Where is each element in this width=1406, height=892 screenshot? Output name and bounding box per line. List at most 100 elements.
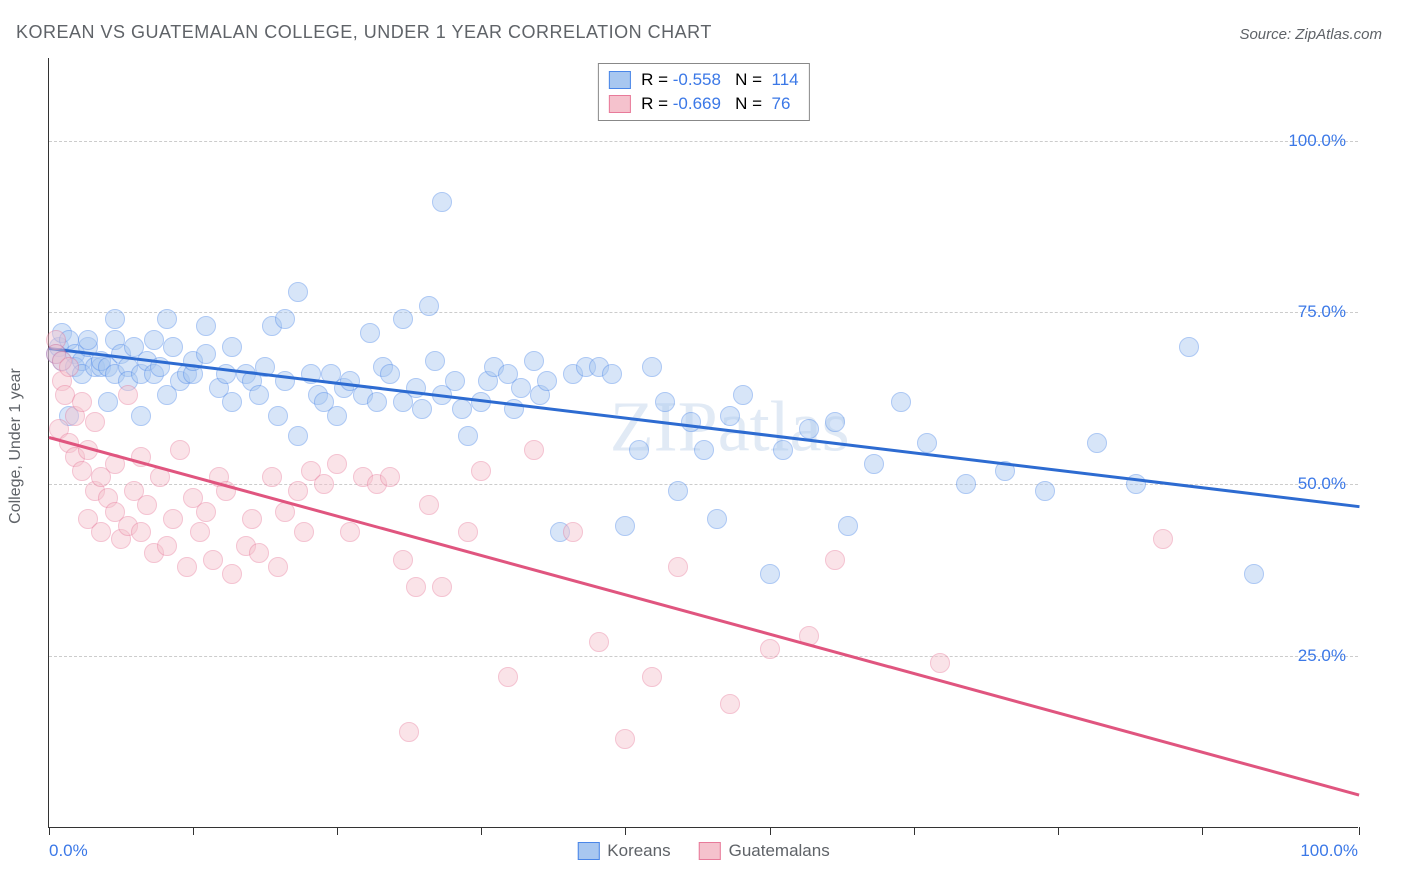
- scatter-point: [98, 392, 118, 412]
- scatter-point: [190, 522, 210, 542]
- scatter-point: [524, 440, 544, 460]
- scatter-point: [681, 412, 701, 432]
- y-axis-label: College, Under 1 year: [7, 368, 25, 524]
- scatter-point: [917, 433, 937, 453]
- gridline: [49, 656, 1358, 657]
- scatter-point: [249, 385, 269, 405]
- legend-swatch: [608, 71, 630, 89]
- xtick: [49, 827, 50, 835]
- scatter-point: [157, 536, 177, 556]
- scatter-point: [380, 467, 400, 487]
- scatter-point: [72, 461, 92, 481]
- scatter-point: [327, 454, 347, 474]
- scatter-point: [432, 577, 452, 597]
- scatter-point: [432, 192, 452, 212]
- scatter-point: [452, 399, 472, 419]
- scatter-point: [864, 454, 884, 474]
- xtick: [770, 827, 771, 835]
- legend-series-label: Koreans: [607, 841, 670, 861]
- scatter-point: [327, 406, 347, 426]
- scatter-point: [773, 440, 793, 460]
- legend-swatch: [608, 95, 630, 113]
- scatter-point: [642, 667, 662, 687]
- ytick-label: 25.0%: [1298, 646, 1346, 666]
- scatter-point: [275, 309, 295, 329]
- scatter-point: [655, 392, 675, 412]
- scatter-point: [163, 509, 183, 529]
- scatter-point: [563, 522, 583, 542]
- scatter-point: [399, 722, 419, 742]
- xtick: [193, 827, 194, 835]
- ytick-label: 75.0%: [1298, 302, 1346, 322]
- scatter-point: [170, 440, 190, 460]
- scatter-point: [72, 392, 92, 412]
- scatter-point: [825, 412, 845, 432]
- scatter-point: [262, 467, 282, 487]
- scatter-point: [196, 344, 216, 364]
- scatter-point: [85, 412, 105, 432]
- scatter-point: [393, 550, 413, 570]
- legend-stat-text: R = -0.558 N = 114: [636, 70, 798, 90]
- scatter-point: [524, 351, 544, 371]
- xtick: [914, 827, 915, 835]
- scatter-point: [196, 316, 216, 336]
- scatter-point: [412, 399, 432, 419]
- scatter-point: [105, 309, 125, 329]
- scatter-point: [1244, 564, 1264, 584]
- scatter-point: [294, 522, 314, 542]
- scatter-point: [720, 406, 740, 426]
- chart-title: KOREAN VS GUATEMALAN COLLEGE, UNDER 1 YE…: [16, 22, 712, 43]
- scatter-point: [406, 577, 426, 597]
- scatter-point: [203, 550, 223, 570]
- scatter-point: [668, 557, 688, 577]
- legend-stat-text: R = -0.669 N = 76: [636, 94, 790, 114]
- ytick-label: 50.0%: [1298, 474, 1346, 494]
- scatter-point: [59, 357, 79, 377]
- scatter-point: [157, 309, 177, 329]
- scatter-point: [242, 509, 262, 529]
- scatter-point: [720, 694, 740, 714]
- scatter-point: [177, 557, 197, 577]
- xtick-label: 100.0%: [1300, 841, 1358, 861]
- scatter-point: [838, 516, 858, 536]
- scatter-point: [118, 385, 138, 405]
- scatter-point: [707, 509, 727, 529]
- xtick-label: 0.0%: [49, 841, 88, 861]
- scatter-point: [222, 337, 242, 357]
- scatter-point: [589, 632, 609, 652]
- scatter-point: [458, 426, 478, 446]
- ytick-label: 100.0%: [1288, 131, 1346, 151]
- scatter-point: [615, 729, 635, 749]
- xtick: [1058, 827, 1059, 835]
- scatter-point: [445, 371, 465, 391]
- scatter-point: [1087, 433, 1107, 453]
- scatter-point: [1179, 337, 1199, 357]
- xtick: [1359, 827, 1360, 835]
- scatter-point: [760, 639, 780, 659]
- legend-series-item: Koreans: [577, 841, 670, 861]
- scatter-point: [425, 351, 445, 371]
- scatter-point: [956, 474, 976, 494]
- legend-series-label: Guatemalans: [729, 841, 830, 861]
- scatter-point: [340, 522, 360, 542]
- scatter-point: [137, 495, 157, 515]
- scatter-point: [78, 330, 98, 350]
- xtick: [1202, 827, 1203, 835]
- xtick: [481, 827, 482, 835]
- scatter-point: [288, 426, 308, 446]
- scatter-point: [1035, 481, 1055, 501]
- scatter-point: [380, 364, 400, 384]
- scatter-point: [615, 516, 635, 536]
- scatter-point: [131, 522, 151, 542]
- scatter-point: [196, 502, 216, 522]
- scatter-point: [268, 406, 288, 426]
- scatter-point: [1153, 529, 1173, 549]
- scatter-point: [393, 309, 413, 329]
- scatter-point: [825, 550, 845, 570]
- xtick: [337, 827, 338, 835]
- scatter-point: [471, 461, 491, 481]
- scatter-point: [602, 364, 622, 384]
- legend-swatch: [577, 842, 599, 860]
- legend-swatch: [699, 842, 721, 860]
- scatter-point: [91, 522, 111, 542]
